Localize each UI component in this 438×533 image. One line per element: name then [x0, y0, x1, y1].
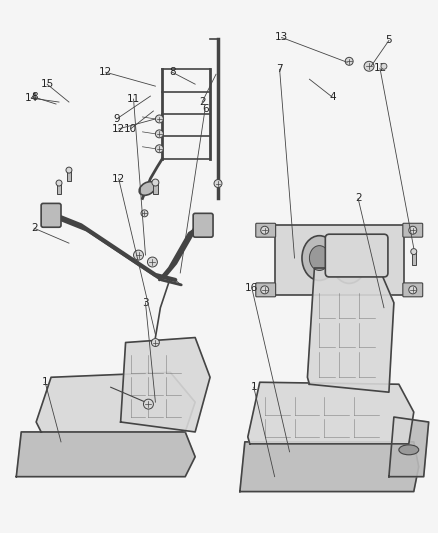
Ellipse shape [139, 182, 156, 195]
Text: 6: 6 [202, 104, 208, 114]
Circle shape [261, 286, 268, 294]
Text: 12: 12 [112, 174, 125, 183]
Polygon shape [159, 219, 210, 280]
Circle shape [364, 61, 374, 71]
Polygon shape [240, 442, 419, 491]
Circle shape [134, 250, 144, 260]
FancyBboxPatch shape [193, 213, 213, 237]
FancyBboxPatch shape [256, 283, 276, 297]
Circle shape [148, 257, 157, 267]
Polygon shape [16, 432, 195, 477]
Circle shape [144, 399, 153, 409]
Polygon shape [56, 215, 181, 285]
Circle shape [155, 130, 163, 138]
Ellipse shape [302, 236, 337, 280]
Circle shape [155, 145, 163, 153]
Polygon shape [36, 373, 195, 432]
Circle shape [56, 180, 62, 186]
Bar [57, 183, 61, 194]
Circle shape [411, 248, 417, 255]
Text: 1: 1 [251, 382, 257, 392]
Circle shape [152, 179, 159, 186]
Polygon shape [120, 337, 210, 432]
Text: 12: 12 [373, 63, 387, 73]
Ellipse shape [332, 239, 367, 284]
FancyBboxPatch shape [403, 283, 423, 297]
Text: 15: 15 [40, 79, 54, 89]
Text: 7: 7 [276, 64, 283, 74]
FancyBboxPatch shape [41, 204, 61, 227]
Ellipse shape [339, 248, 359, 273]
Text: 2: 2 [199, 97, 205, 107]
Text: 12: 12 [112, 124, 125, 134]
Text: 2: 2 [31, 223, 38, 233]
Bar [412, 252, 416, 264]
FancyBboxPatch shape [256, 223, 276, 237]
Text: 3: 3 [142, 298, 149, 308]
FancyBboxPatch shape [403, 223, 423, 237]
Text: 11: 11 [127, 94, 140, 104]
Text: 1: 1 [42, 377, 49, 387]
Text: 16: 16 [245, 283, 258, 293]
Circle shape [155, 115, 163, 123]
Circle shape [152, 338, 159, 346]
Ellipse shape [309, 246, 329, 270]
FancyBboxPatch shape [325, 234, 388, 277]
Text: 2: 2 [355, 193, 361, 204]
Text: 5: 5 [385, 35, 392, 45]
Circle shape [409, 286, 417, 294]
Text: 10: 10 [124, 124, 137, 134]
Ellipse shape [399, 445, 419, 455]
Text: 13: 13 [275, 33, 288, 43]
Circle shape [214, 180, 222, 188]
Circle shape [66, 167, 72, 173]
Circle shape [261, 226, 268, 234]
Bar [67, 170, 71, 181]
Text: 9: 9 [113, 114, 120, 124]
Polygon shape [307, 268, 394, 392]
Circle shape [141, 210, 148, 217]
Text: 8: 8 [169, 67, 176, 77]
Text: 14: 14 [25, 93, 38, 103]
Circle shape [409, 226, 417, 234]
Polygon shape [248, 382, 414, 444]
Text: 8: 8 [31, 92, 38, 102]
Text: 4: 4 [329, 92, 336, 102]
Circle shape [381, 63, 387, 69]
Bar [275, 225, 404, 295]
Text: 12: 12 [99, 67, 113, 77]
Bar [153, 182, 158, 195]
Polygon shape [389, 417, 429, 477]
Circle shape [345, 58, 353, 65]
